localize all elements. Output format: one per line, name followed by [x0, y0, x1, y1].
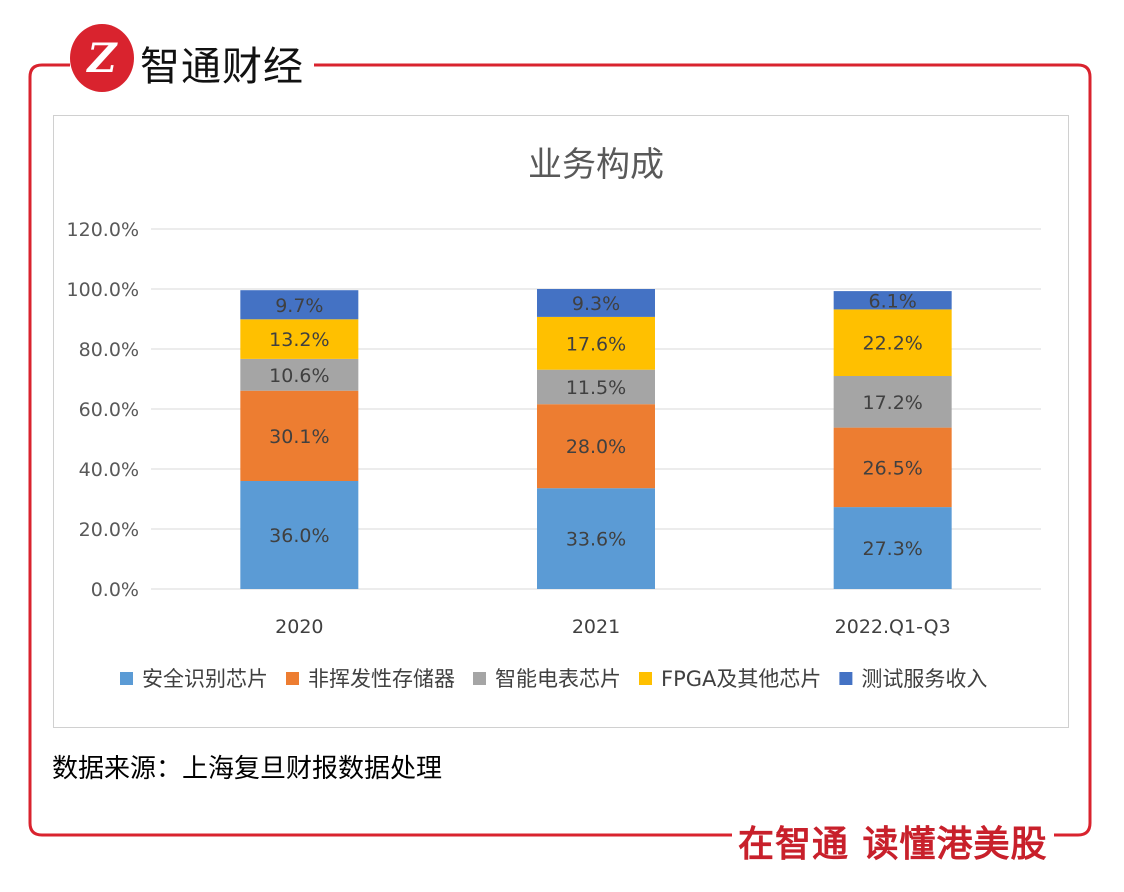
legend-label: FPGA及其他芯片 [661, 667, 821, 691]
stacked-bar-chart: 业务构成 0.0% 20.0% 40.0% 60.0% 80.0% 100.0% 120.0%… [67, 145, 1041, 691]
data-label: 22.2% [862, 333, 922, 355]
legend-label: 测试服务收入 [861, 667, 987, 691]
y-tick-label: 80.0% [79, 339, 139, 361]
y-tick-label: 40.0% [79, 459, 139, 481]
data-source: 数据来源：上海复旦财报数据处理 [52, 754, 443, 784]
slogan: 在智通 读懂港美股 [732, 815, 1054, 867]
data-label: 11.5% [566, 377, 626, 399]
brand-logo: Z [70, 24, 134, 92]
y-tick-label: 100.0% [67, 279, 139, 301]
brand-name: 智通财经 [140, 34, 314, 92]
bar-segment [537, 404, 655, 489]
bar-segment [240, 481, 359, 589]
bar-segment [833, 427, 952, 508]
data-label: 26.5% [862, 457, 922, 479]
bar-segment [833, 376, 952, 428]
y-tick-label: 0.0% [91, 579, 139, 601]
y-tick-label: 20.0% [79, 519, 139, 541]
data-label: 9.3% [572, 293, 620, 315]
logo-letter: Z [87, 34, 117, 82]
x-tick-label: 2022.Q1-Q3 [835, 616, 951, 638]
data-label: 17.6% [566, 333, 626, 355]
chart-container: 业务构成 0.0% 20.0% 40.0% 60.0% 80.0% 100.0% 120.0%… [53, 115, 1069, 728]
data-label: 28.0% [566, 436, 626, 458]
data-label: 17.2% [862, 392, 922, 414]
data-label: 36.0% [269, 525, 329, 547]
data-label: 30.1% [269, 426, 329, 448]
y-tick-label: 60.0% [79, 399, 139, 421]
bar-segment [240, 358, 359, 391]
data-label: 13.2% [269, 329, 329, 351]
bar-segment [240, 319, 359, 359]
bar-segment [240, 290, 359, 320]
bar-segment [833, 291, 952, 310]
bar-segment [537, 289, 655, 317]
bar-segment [833, 309, 952, 376]
bar-segment [537, 488, 655, 589]
data-label: 9.7% [275, 295, 323, 317]
data-label: 6.1% [869, 290, 917, 312]
legend-swatch [639, 672, 652, 685]
bar-segment [240, 390, 359, 481]
legend-swatch [473, 672, 486, 685]
legend-swatch [286, 672, 299, 685]
data-label: 10.6% [269, 365, 329, 387]
data-label: 27.3% [862, 538, 922, 560]
bar-segment [537, 369, 655, 405]
x-tick-label: 2021 [572, 616, 620, 638]
legend-swatch [120, 672, 133, 685]
legend-swatch [839, 672, 853, 685]
x-tick-label: 2020 [275, 616, 323, 638]
bar-segment [833, 507, 952, 589]
y-tick-label: 120.0% [67, 219, 139, 241]
data-label: 33.6% [566, 529, 626, 551]
chart-title: 业务构成 [528, 145, 664, 185]
legend-label: 安全识别芯片 [142, 667, 268, 691]
bar-segment [537, 316, 655, 370]
legend-label: 非挥发性存储器 [308, 667, 455, 691]
legend-label: 智能电表芯片 [495, 667, 621, 691]
